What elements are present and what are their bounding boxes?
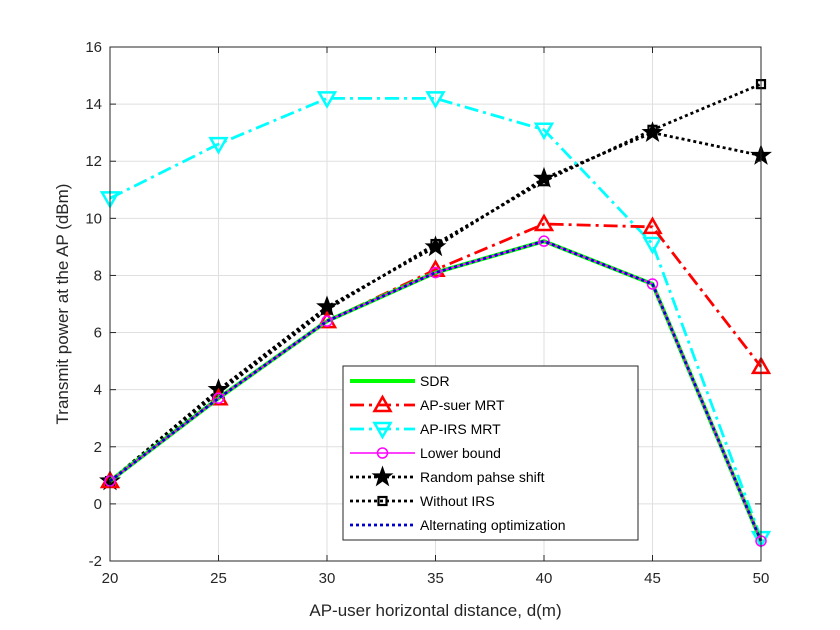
- triangle-down-marker: [316, 91, 338, 109]
- circle-marker: [429, 266, 442, 279]
- y-tick-label: 14: [85, 96, 102, 113]
- legend-entry: AP-IRS MRT: [350, 421, 501, 440]
- series-layer: [99, 79, 772, 549]
- y-tick-label: 16: [85, 39, 102, 56]
- circle-marker: [321, 315, 333, 327]
- triangle-down-marker: [642, 236, 663, 255]
- legend-entry: Lower bound: [350, 445, 501, 461]
- legend-label: AP-IRS MRT: [420, 421, 501, 437]
- legend-label: Random pahse shift: [420, 469, 545, 485]
- x-tick-label: 30: [319, 570, 336, 587]
- triangle-down-marker: [425, 91, 446, 109]
- circle-marker: [538, 235, 550, 247]
- circle-marker: [646, 278, 659, 290]
- triangle-up-marker: [533, 213, 555, 232]
- circle-marker: [212, 392, 225, 404]
- series-line: [109, 239, 763, 542]
- x-tick-label: 25: [210, 570, 227, 587]
- square-marker: [538, 176, 550, 187]
- y-tick-label: 2: [94, 439, 102, 456]
- legend-label: AP-suer MRT: [420, 397, 505, 413]
- axis-ticks: 20 25 30 35 40 45 50 -2 0 2 4 6 8 10 12 14 16: [85, 39, 769, 587]
- y-tick-label: 8: [94, 267, 102, 284]
- x-tick-label: 20: [102, 570, 119, 587]
- y-tick-label: 10: [85, 210, 102, 227]
- y-tick-label: -2: [89, 553, 102, 570]
- legend-entry: Without IRS: [350, 493, 495, 509]
- x-tick-label: 35: [427, 570, 444, 587]
- legend-entry: Alternating optimization: [350, 517, 566, 533]
- series-line: [109, 97, 763, 539]
- legend-label: Lower bound: [420, 445, 501, 461]
- legend-entry: Random pahse shift: [350, 465, 545, 487]
- x-axis-label: AP-user horizontal distance, d(m): [309, 601, 561, 620]
- x-tick-label: 40: [536, 570, 553, 587]
- y-axis-label: Transmit power at the AP (dBm): [53, 184, 72, 425]
- star-marker: [371, 465, 394, 487]
- triangle-up-marker: [372, 394, 393, 413]
- y-tick-label: 4: [94, 382, 102, 399]
- y-tick-label: 0: [94, 496, 102, 513]
- star-marker: [641, 121, 664, 143]
- y-tick-label: 12: [85, 153, 102, 170]
- star-marker: [424, 235, 447, 257]
- legend-label: Alternating optimization: [420, 517, 566, 533]
- triangle-down-marker: [372, 421, 393, 440]
- square-marker: [377, 495, 388, 507]
- legend-entry: SDR: [350, 373, 450, 389]
- triangle-down-marker: [208, 136, 229, 155]
- circle-marker: [376, 447, 389, 459]
- x-tick-label: 45: [644, 570, 661, 587]
- triangle-up-marker: [642, 216, 663, 235]
- series-alternating-optimization: [109, 239, 763, 542]
- square-marker: [647, 124, 658, 135]
- legend-label: Without IRS: [420, 493, 495, 509]
- x-tick-label: 50: [753, 570, 770, 587]
- triangle-down-marker: [533, 122, 555, 141]
- legend-entry: AP-suer MRT: [350, 394, 505, 413]
- y-tick-label: 6: [94, 325, 102, 342]
- legend-label: SDR: [420, 373, 450, 389]
- square-marker: [430, 238, 441, 250]
- legend: SDR AP-suer MRT AP-IRS MRT Lower bound Rando…: [342, 365, 639, 541]
